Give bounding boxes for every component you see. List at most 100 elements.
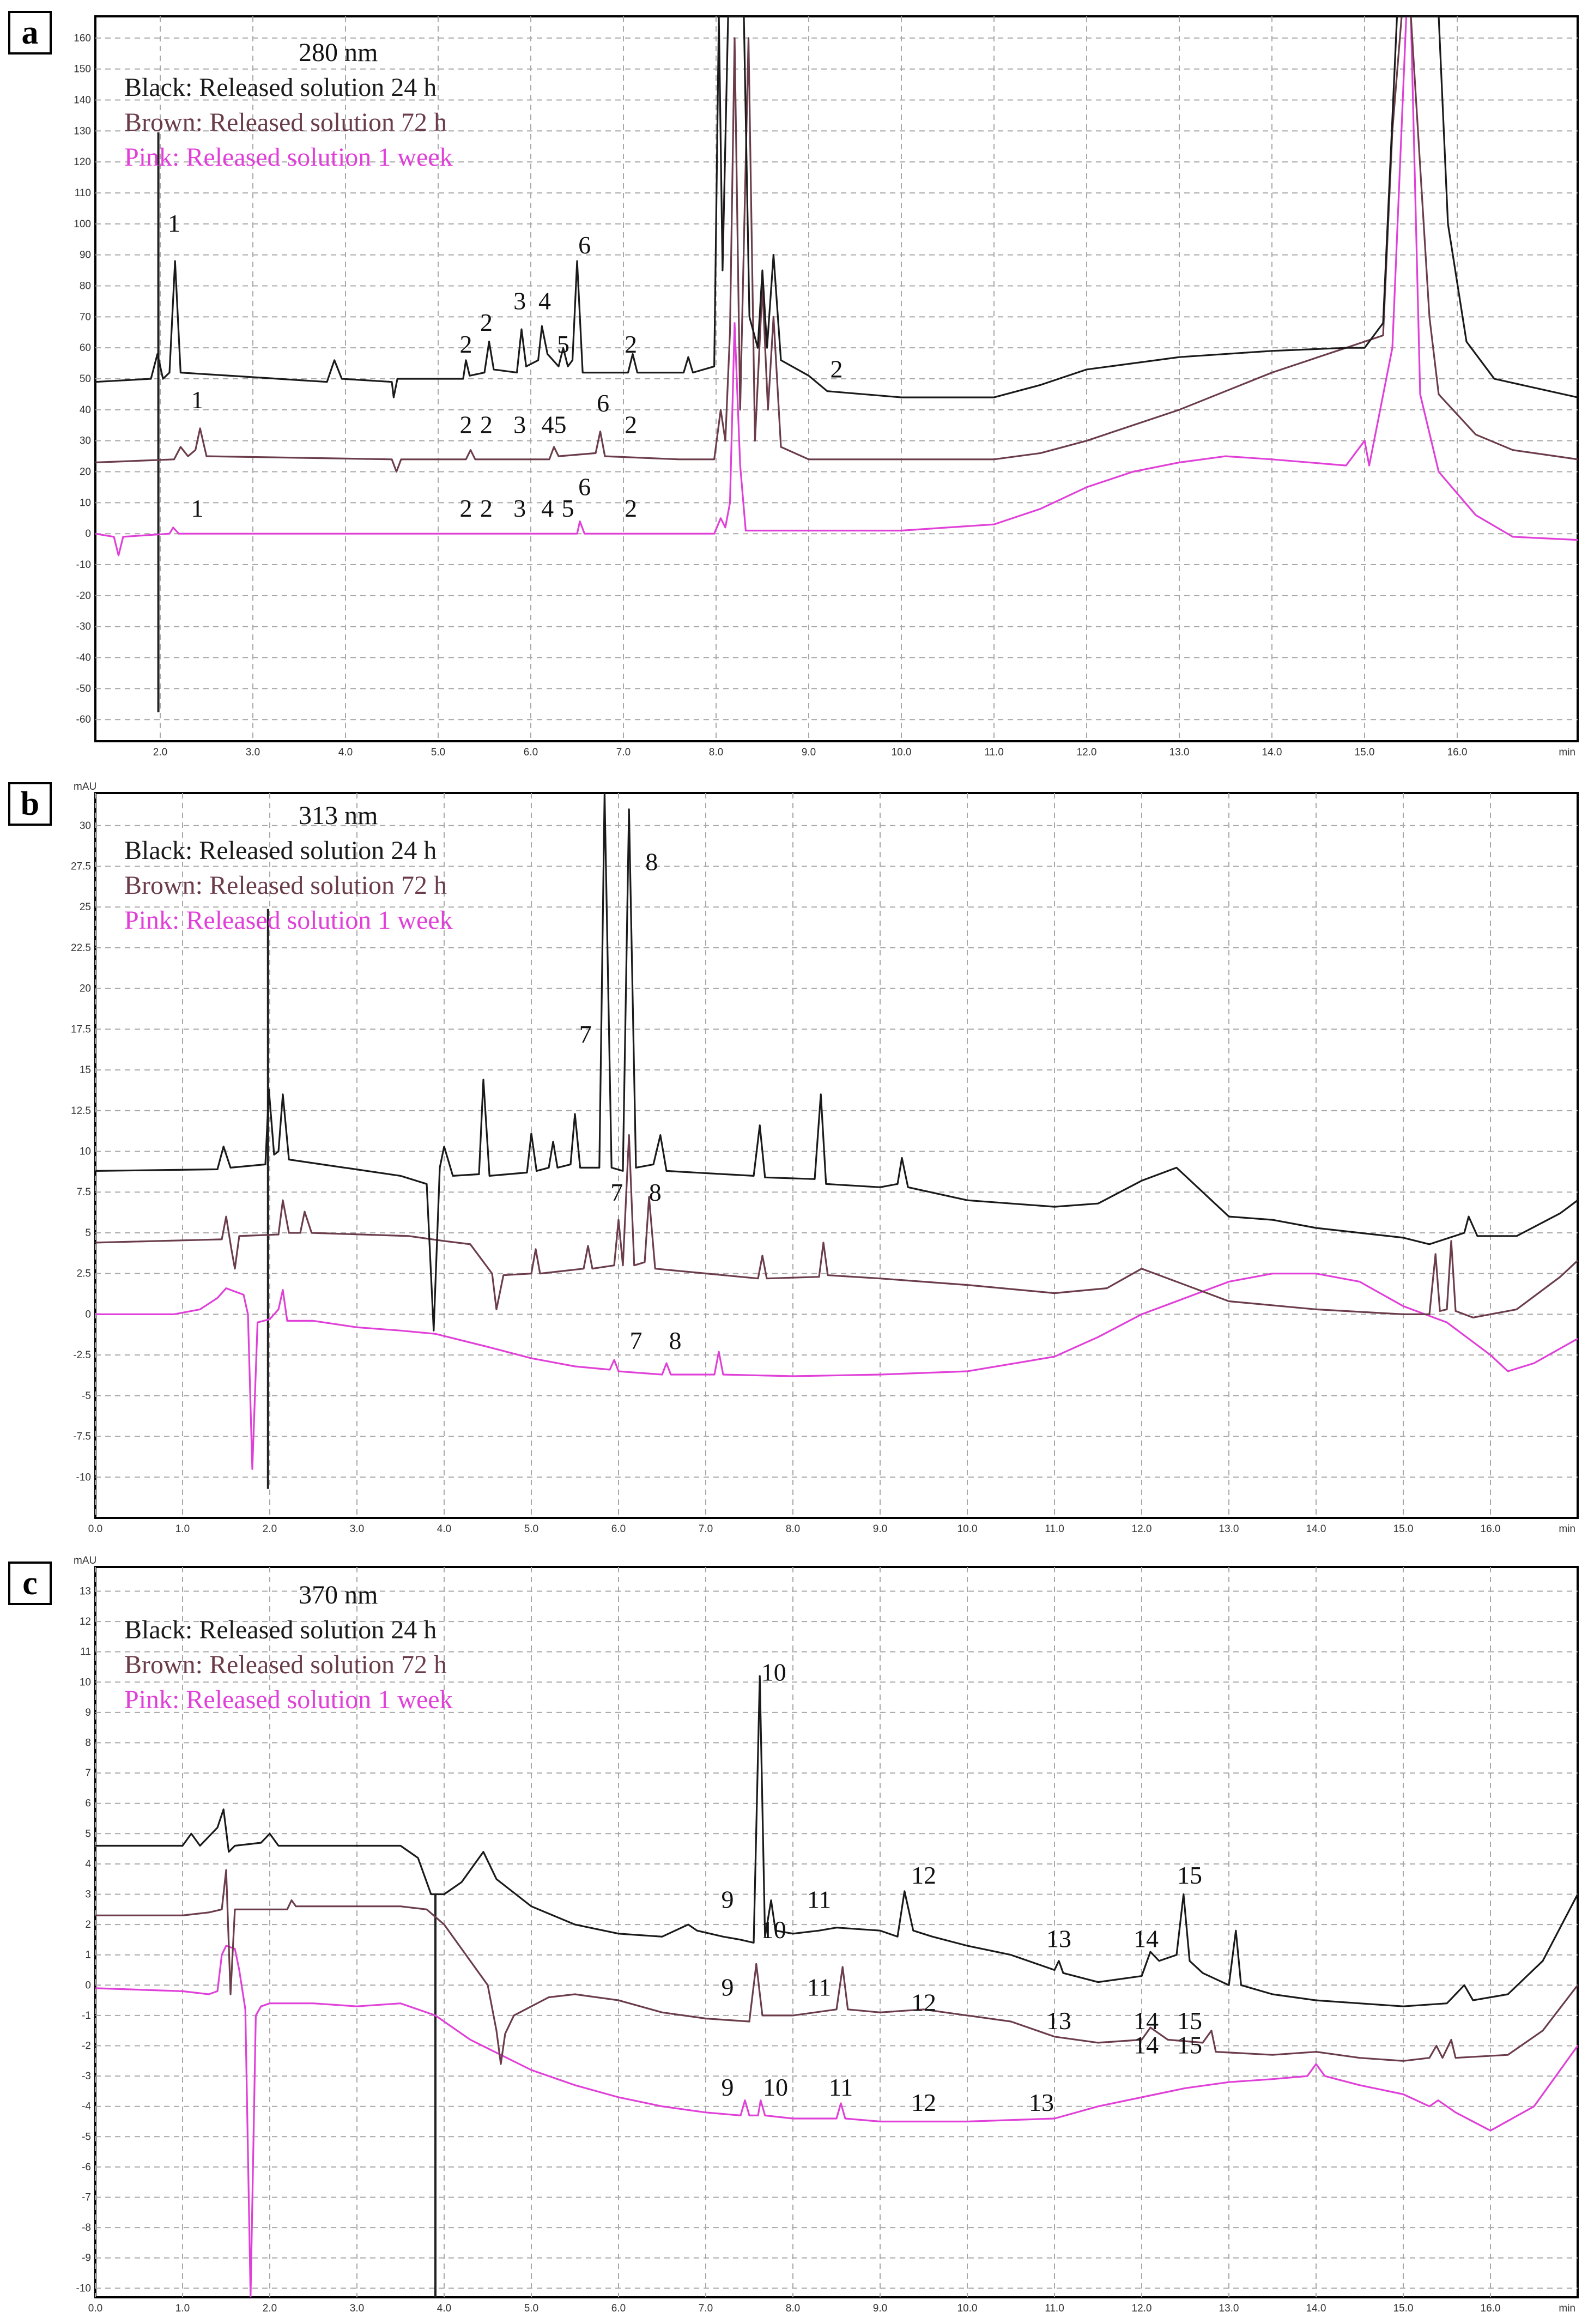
y-tick-label-c-20: -7 <box>82 2192 91 2204</box>
peak-label-c-brown-10: 12 <box>911 1988 936 2016</box>
x-tick-label-a-8: 10.0 <box>892 747 912 758</box>
x-tick-label-b-5: 5.0 <box>524 1523 538 1535</box>
legend-b-entry-black: Black: Released solution 24 h <box>124 836 437 865</box>
x-tick-label-a-13: 15.0 <box>1355 747 1375 758</box>
trace-c-black <box>95 1675 1578 2007</box>
y-tick-label-c-9: 4 <box>85 1859 91 1870</box>
peak-label-c-brown-13: 15 <box>1177 2007 1202 2035</box>
y-tick-label-c-1: 12 <box>80 1616 91 1627</box>
peak-label-b-brown-2: 7 <box>610 1178 623 1206</box>
panel-c: 13 12 11 10 9 8 7 6 5 4 3 2 1 0 -1 -2 -3 -4 -5 -6 -7 -8 -9 -10 0… <box>0 1555 1594 2319</box>
y-tick-label-c-19: -6 <box>82 2162 91 2173</box>
x-tick-label-a-10: 12.0 <box>1077 747 1097 758</box>
y-tick-label-a-4: 120 <box>74 156 91 168</box>
y-tick-label-a-15: 10 <box>80 497 91 509</box>
x-tick-label-a-6: 8.0 <box>709 747 723 758</box>
x-tick-label-b-10: 10.0 <box>957 1523 978 1535</box>
y-tick-label-c-17: -4 <box>82 2101 91 2113</box>
peak-label-a-black-6: 6 <box>578 231 591 259</box>
peak-label-b-pink-5: 8 <box>669 1327 682 1354</box>
y-tick-label-b-8: 10 <box>80 1146 91 1158</box>
panel-c-badge: c <box>8 1562 52 1605</box>
y-tick-label-c-7: 6 <box>85 1798 91 1809</box>
x-tick-label-b-0: 0.0 <box>88 1523 102 1535</box>
x-tick-label-b-6: 6.0 <box>611 1523 626 1535</box>
y-tick-label-c-10: 3 <box>85 1889 91 1900</box>
legend-a: 280 nm Black: Released solution 24 h Bro… <box>124 35 453 175</box>
peak-label-c-black-2: 11 <box>807 1885 831 1913</box>
peak-label-a-brown-11: 2 <box>480 411 493 439</box>
peak-label-b-black-0: 7 <box>579 1020 592 1048</box>
x-tick-label-b-14: 14.0 <box>1306 1523 1326 1535</box>
x-tick-label-b-13: 13.0 <box>1219 1523 1239 1535</box>
y-tick-label-a-11: 50 <box>80 373 91 385</box>
x-tick-label-c-13: 13.0 <box>1219 2303 1239 2314</box>
panel-a: 160 150 140 130 120 110 100 90 80 70 60 50 40 30 20 10 0… <box>0 11 1594 768</box>
legend-a-entry-black: Black: Released solution 24 h <box>124 73 437 102</box>
x-tick-label-c-11: 11.0 <box>1045 2303 1064 2314</box>
x-tick-label-a-14: 16.0 <box>1447 747 1468 758</box>
x-unit-b: min <box>1559 1523 1575 1535</box>
x-tick-label-a-7: 9.0 <box>802 747 816 758</box>
y-tick-label-a-0: 160 <box>74 33 91 44</box>
x-tick-label-b-3: 3.0 <box>350 1523 364 1535</box>
trace-b-pink <box>95 1273 1578 1470</box>
peak-label-c-brown-8: 9 <box>722 1974 734 2001</box>
chart-a-svg: 1601501401301201101009080706050403020100… <box>74 15 1579 758</box>
chart-c-svg: 131211109876543210-1-2-3-4-5-6-7-8-9-100… <box>74 1555 1579 2314</box>
peak-label-c-pink-14: 9 <box>722 2073 734 2101</box>
y-tick-label-b-5: 17.5 <box>71 1024 91 1035</box>
y-tick-label-b-0: 30 <box>80 820 91 832</box>
y-tick-label-b-6: 15 <box>80 1064 91 1076</box>
x-tick-label-b-12: 12.0 <box>1132 1523 1152 1535</box>
y-tick-label-b-1: 27.5 <box>71 861 91 872</box>
y-tick-label-b-11: 2.5 <box>77 1268 91 1280</box>
peak-label-c-brown-11: 13 <box>1046 2007 1071 2035</box>
peak-label-a-pink-22: 6 <box>578 473 591 500</box>
peak-label-c-black-1: 9 <box>722 1885 734 1913</box>
legend-b-entry-pink: Pink: Released solution 1 week <box>124 906 453 935</box>
panel-b: 30 27.5 25 22.5 20 17.5 15 12.5 10 7.5 5 2.5 0 -2.5 -5… <box>0 777 1594 1551</box>
x-tick-label-c-9: 9.0 <box>873 2303 887 2314</box>
peak-label-b-pink-4: 7 <box>630 1327 643 1354</box>
peak-label-c-black-5: 14 <box>1134 1925 1159 1953</box>
legend-a-entry-brown: Brown: Released solution 72 h <box>124 108 447 137</box>
x-tick-label-b-16: 16.0 <box>1481 1523 1501 1535</box>
legend-c-entry-pink: Pink: Released solution 1 week <box>124 1685 453 1714</box>
peak-label-c-black-6: 15 <box>1177 1861 1202 1889</box>
peak-label-c-black-3: 12 <box>911 1861 936 1889</box>
y-tick-label-a-16: 0 <box>85 528 91 540</box>
legend-b-entry-brown: Brown: Released solution 72 h <box>124 871 447 900</box>
y-tick-label-b-3: 22.5 <box>71 942 91 954</box>
x-tick-label-c-2: 2.0 <box>263 2303 277 2314</box>
y-tick-label-c-6: 7 <box>85 1768 91 1779</box>
y-tick-label-c-11: 2 <box>85 1919 91 1930</box>
trace-a-brown <box>95 16 1578 473</box>
peak-label-a-pink-23: 2 <box>625 494 637 522</box>
y-tick-label-b-7: 12.5 <box>71 1105 91 1117</box>
peak-label-a-black-8: 2 <box>831 355 843 383</box>
peak-label-c-pink-17: 12 <box>911 2089 936 2116</box>
y-tick-label-c-3: 10 <box>80 1677 91 1688</box>
x-tick-label-c-16: 16.0 <box>1481 2303 1501 2314</box>
peak-label-c-brown-9: 11 <box>807 1974 831 2001</box>
y-tick-label-a-21: -50 <box>76 683 91 694</box>
plot-area-b <box>94 792 1579 1519</box>
y-tick-label-c-2: 11 <box>80 1647 91 1658</box>
y-tick-label-b-2: 25 <box>80 901 91 913</box>
panel-a-badge: a <box>8 11 52 55</box>
peak-label-c-pink-16: 11 <box>829 2073 853 2101</box>
x-tick-label-b-9: 9.0 <box>873 1523 887 1535</box>
x-tick-label-c-12: 12.0 <box>1132 2303 1152 2314</box>
y-tick-label-b-15: -7.5 <box>73 1431 91 1443</box>
wavelength-b: 313 nm <box>299 801 378 830</box>
peak-label-a-brown-15: 2 <box>625 411 637 439</box>
x-tick-label-a-4: 6.0 <box>524 747 538 758</box>
x-tick-label-c-5: 5.0 <box>524 2303 538 2314</box>
x-tick-label-a-5: 7.0 <box>616 747 631 758</box>
y-tick-label-a-9: 70 <box>80 311 91 323</box>
y-tick-label-a-22: -60 <box>76 714 91 725</box>
y-tick-label-c-23: -10 <box>76 2283 91 2294</box>
y-tick-label-a-1: 150 <box>74 64 91 75</box>
y-tick-label-c-5: 8 <box>85 1737 91 1748</box>
